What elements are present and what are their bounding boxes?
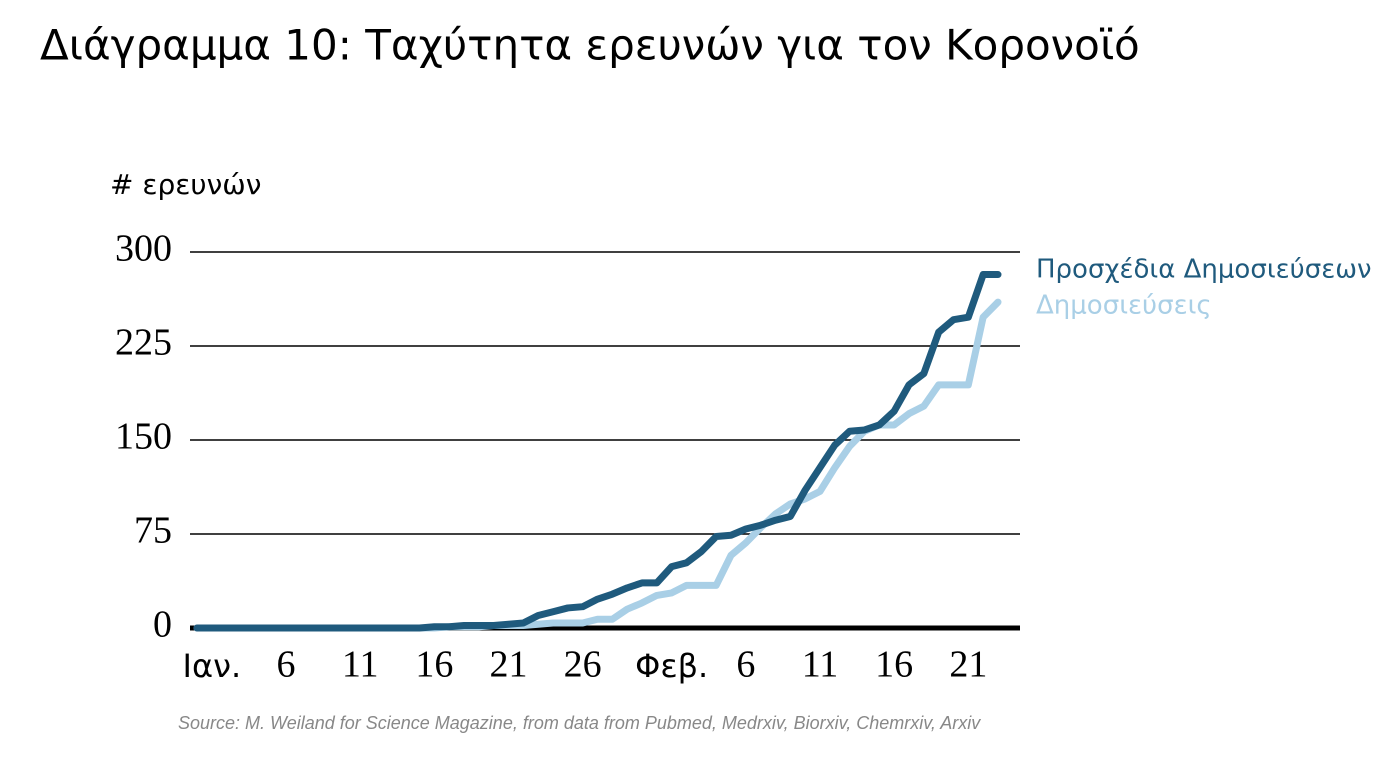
legend-label: Προσχέδια Δημοσιεύσεων <box>1036 255 1372 285</box>
x-tick-label: 6 <box>736 644 755 686</box>
data-line <box>193 298 1002 632</box>
x-tick-label: Ιαν. <box>183 647 242 685</box>
x-tick-label: 11 <box>342 644 379 686</box>
x-tick-label: 21 <box>490 644 528 686</box>
y-tick-label: 300 <box>115 228 172 270</box>
y-axis-label: # ερευνών <box>110 168 261 201</box>
x-tick-label: 6 <box>277 644 296 686</box>
x-tick-label: 16 <box>875 644 913 686</box>
x-tick-label: 26 <box>564 644 602 686</box>
data-line <box>193 271 1002 632</box>
chart-title: Διάγραμμα 10: Ταχύτητα ερευνών για τον Κ… <box>40 21 1140 70</box>
legend-label: Δημοσιεύσεις <box>1036 291 1212 321</box>
y-tick-label: 225 <box>115 322 172 364</box>
x-tick-label: Φεβ. <box>635 647 708 685</box>
x-tick-label: 11 <box>802 644 839 686</box>
y-tick-label: 150 <box>115 416 172 458</box>
x-tick-label: 16 <box>415 644 453 686</box>
y-tick-label: 75 <box>134 510 172 552</box>
x-tick-label: 21 <box>949 644 987 686</box>
source-note: Source: M. Weiland for Science Magazine,… <box>178 713 981 733</box>
y-tick-label: 0 <box>153 604 172 646</box>
